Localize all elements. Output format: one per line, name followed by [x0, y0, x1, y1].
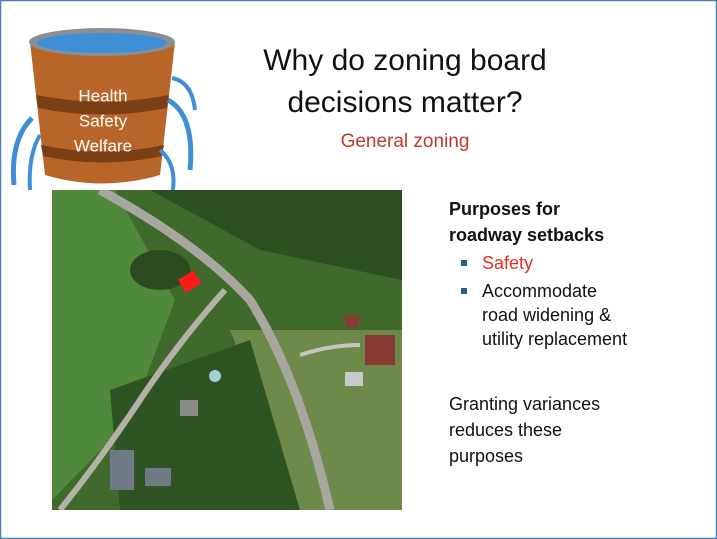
bullet-text: road widening & [482, 305, 611, 325]
note: purposes [449, 446, 523, 466]
building [365, 335, 395, 365]
slide: Health Safety Welfare Why do zoning boar… [0, 0, 717, 539]
bullet-marker [461, 288, 467, 294]
note: reduces these [449, 420, 562, 440]
bullet-marker [461, 260, 467, 266]
building [345, 372, 363, 386]
bullet-text: utility replacement [482, 329, 627, 349]
subtitle: General zoning [341, 131, 470, 152]
bullet-text: Safety [482, 253, 533, 273]
building [110, 450, 134, 490]
title: decisions matter? [287, 86, 522, 119]
building [145, 468, 171, 486]
bucket-label: Safety [79, 111, 128, 130]
bucket-water [37, 33, 167, 53]
bucket-label: Health [78, 86, 127, 105]
bucket-label: Welfare [74, 136, 132, 155]
heading: Purposes for [449, 199, 560, 219]
pool [209, 370, 221, 382]
page: Health Safety Welfare Why do zoning boar… [0, 0, 717, 539]
building [345, 315, 359, 327]
bullet-text: Accommodate [482, 281, 597, 301]
building [180, 400, 198, 416]
heading: roadway setbacks [449, 225, 604, 245]
note: Granting variances [449, 394, 600, 414]
title: Why do zoning board [263, 44, 547, 77]
aerial-photo [52, 190, 402, 510]
